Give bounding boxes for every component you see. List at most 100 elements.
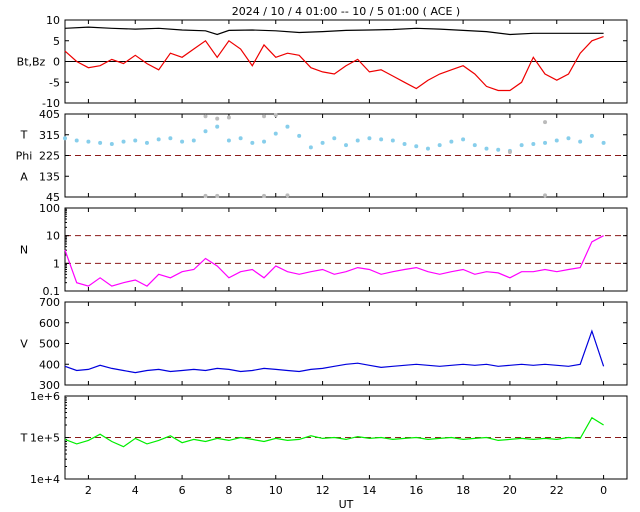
y-tick-label-velocity-2: 500 (39, 338, 60, 351)
x-tick-label-2: 6 (179, 484, 186, 497)
data-point-theta_phi-Phi-39 (519, 143, 524, 148)
x-tick-label-1: 4 (132, 484, 139, 497)
x-tick-label-7: 16 (409, 484, 423, 497)
y-tick-label-theta_phi-3: 135 (39, 170, 60, 183)
y-tick-label-density-1: 10 (46, 230, 60, 243)
data-point-theta_phi-Phi-14 (226, 138, 231, 143)
data-point-theta_phi-Phi-17 (262, 139, 267, 144)
data-point-theta_phi-Phi-40 (531, 141, 536, 146)
x-tick-label-11: 0 (600, 484, 607, 497)
y-axis-label-theta_phi-0: T (20, 129, 28, 142)
data-point-theta_phi-low-4 (543, 193, 548, 198)
data-point-theta_phi-Phi-41 (543, 140, 548, 145)
y-tick-label-temperature-1: 1e+5 (30, 432, 60, 445)
y-tick-label-theta_phi-4: 45 (46, 191, 60, 204)
y-axis-label-theta_phi-1: Phi (16, 150, 33, 163)
data-point-theta_phi-Phi-33 (449, 139, 454, 144)
data-point-theta_phi-Phi-10 (180, 139, 185, 144)
data-point-theta_phi-Phi-43 (566, 136, 571, 141)
data-point-theta_phi-low-3 (285, 193, 290, 198)
x-tick-label-5: 12 (316, 484, 330, 497)
panel-frame-velocity (64, 301, 628, 386)
data-point-theta_phi-Phi-35 (472, 143, 477, 148)
data-point-theta_phi-low-2 (262, 193, 267, 198)
y-tick-label-theta_phi-1: 315 (39, 129, 60, 142)
data-point-theta_phi-Phi-37 (496, 147, 501, 152)
x-tick-label-4: 10 (269, 484, 283, 497)
y-tick-label-velocity-1: 600 (39, 317, 60, 330)
data-point-theta_phi-Phi-11 (191, 138, 196, 143)
data-point-theta_phi-Phi-12 (203, 129, 208, 134)
data-point-theta_phi-Phi-44 (578, 139, 583, 144)
data-point-theta_phi-Phi-5 (121, 139, 126, 144)
series-line-bfield-Bt (64, 26, 604, 36)
panel-frame-density (64, 207, 628, 292)
x-tick-label-6: 14 (362, 484, 376, 497)
x-tick-label-0: 2 (85, 484, 92, 497)
data-point-theta_phi-Phi-28 (390, 138, 395, 143)
data-point-theta_phi-Phi-3 (98, 140, 103, 145)
y-tick-label-theta_phi-2: 225 (39, 150, 60, 163)
y-tick-label-density-3: 0.1 (43, 285, 61, 298)
y-axis-label-density: N (20, 244, 28, 257)
data-point-theta_phi-Phi-31 (425, 146, 430, 151)
data-point-theta_phi-Phi-26 (367, 136, 372, 141)
data-point-theta_phi-Phi-0 (63, 136, 67, 141)
series-line-velocity-V (64, 329, 605, 374)
series-line-density-N (64, 235, 604, 287)
data-point-theta_phi-low-0 (203, 193, 208, 198)
data-point-theta_phi-Phi-2 (86, 139, 91, 144)
x-tick-label-9: 20 (503, 484, 517, 497)
data-point-theta_phi-gap-1 (215, 116, 220, 121)
data-point-theta_phi-Phi-25 (355, 138, 360, 143)
data-point-theta_phi-low-1 (215, 193, 220, 198)
y-tick-label-temperature-2: 1e+4 (30, 473, 60, 486)
y-tick-label-bfield-0: 10 (46, 14, 60, 27)
data-point-theta_phi-Phi-18 (273, 131, 278, 136)
y-tick-label-theta_phi-0: 405 (39, 108, 60, 121)
x-axis-label: UT (339, 498, 354, 511)
data-point-theta_phi-Phi-30 (414, 144, 419, 149)
data-point-theta_phi-Phi-8 (156, 137, 161, 142)
x-tick-label-8: 18 (456, 484, 470, 497)
y-tick-label-velocity-4: 300 (39, 379, 60, 392)
data-point-theta_phi-Phi-22 (320, 140, 325, 145)
data-point-theta_phi-Phi-32 (437, 143, 442, 148)
data-point-theta_phi-Phi-15 (238, 136, 243, 141)
data-point-theta_phi-Phi-29 (402, 141, 407, 146)
y-tick-label-density-2: 1 (53, 257, 60, 270)
data-point-theta_phi-Phi-45 (589, 133, 594, 138)
y-tick-label-bfield-4: -10 (42, 97, 60, 110)
x-tick-label-3: 8 (225, 484, 232, 497)
series-line-bfield-Bz (64, 36, 604, 92)
x-tick-label-10: 22 (550, 484, 564, 497)
y-tick-label-temperature-0: 1e+6 (30, 390, 60, 403)
data-point-theta_phi-Phi-21 (308, 145, 313, 150)
y-axis-label-theta_phi-2: A (20, 171, 28, 184)
data-point-theta_phi-Phi-46 (601, 140, 606, 145)
panels: 1050-5-10Bt,Bz40531522513545TPhiA1001010… (16, 14, 628, 497)
data-point-theta_phi-Phi-4 (109, 141, 114, 146)
data-point-theta_phi-gap-4 (273, 113, 278, 118)
data-point-theta_phi-Phi-20 (297, 133, 302, 138)
data-point-theta_phi-Phi-16 (250, 140, 255, 145)
data-point-theta_phi-Phi-9 (168, 136, 173, 141)
data-point-theta_phi-Phi-24 (344, 143, 348, 148)
series-line-temperature-T (64, 416, 604, 448)
y-axis-label-velocity: V (20, 338, 28, 351)
y-tick-label-bfield-1: 5 (53, 35, 60, 48)
data-point-theta_phi-Phi-34 (461, 137, 466, 142)
data-point-theta_phi-Phi-7 (144, 140, 149, 145)
data-point-theta_phi-gap-6 (543, 120, 548, 125)
data-point-theta_phi-Phi-6 (133, 138, 138, 143)
data-point-theta_phi-Phi-42 (554, 138, 559, 143)
data-point-theta_phi-Phi-19 (285, 124, 290, 129)
y-tick-label-velocity-0: 700 (39, 296, 60, 309)
data-point-theta_phi-gap-3 (262, 114, 267, 119)
y-tick-label-bfield-3: -5 (49, 76, 60, 89)
y-tick-label-velocity-3: 400 (39, 358, 60, 371)
data-point-theta_phi-gap-2 (226, 115, 231, 120)
data-point-theta_phi-gap-0 (203, 114, 208, 119)
